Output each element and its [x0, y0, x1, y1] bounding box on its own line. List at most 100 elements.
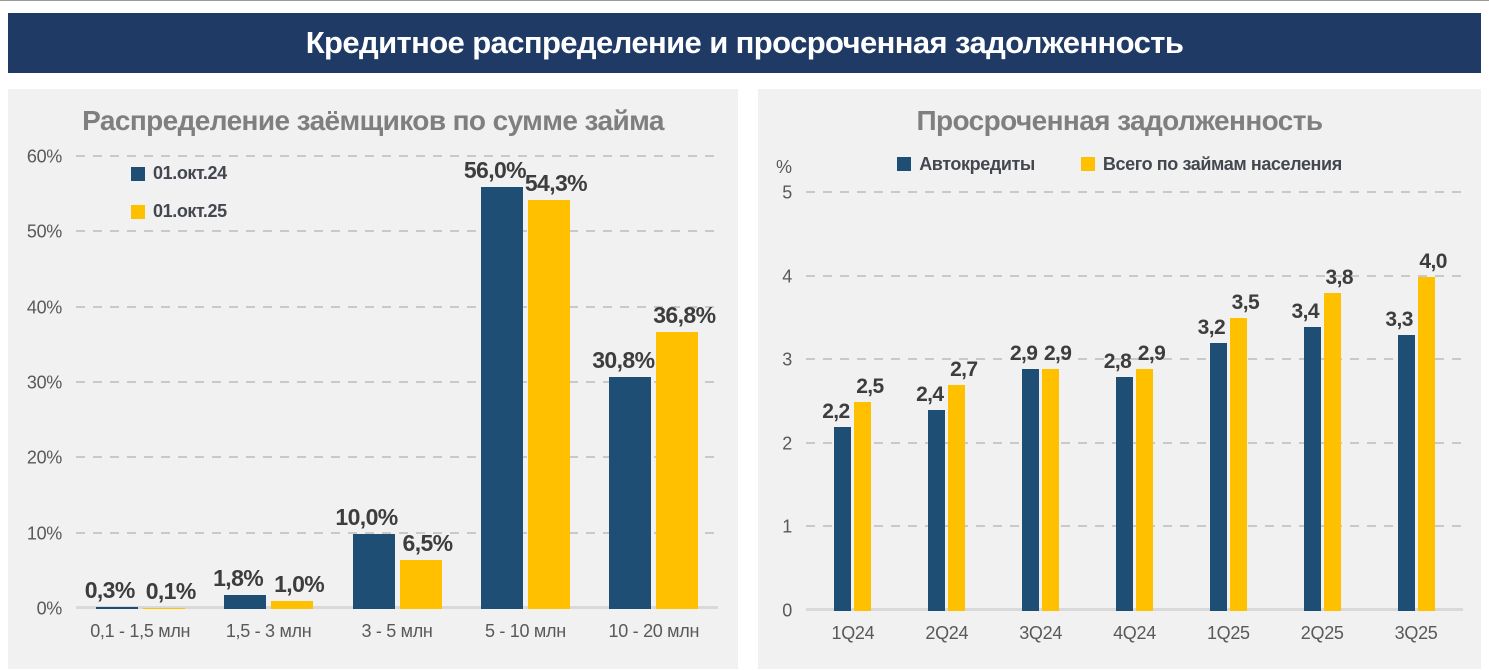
- x-axis-label: 0,1 - 1,5 млн: [90, 621, 191, 641]
- y-tick-label: 3: [782, 349, 792, 370]
- gridline: [806, 525, 1463, 528]
- page-title: Кредитное распределение и просроченная з…: [305, 25, 1184, 60]
- x-axis-label: 3 - 5 млн: [361, 621, 433, 641]
- bar-group: 10,0% 6,5%: [333, 157, 461, 609]
- bar: 3,8: [1323, 266, 1354, 611]
- legend-label: Всего по займам населения: [1102, 153, 1342, 174]
- bar-group: 2,2 2,5: [806, 193, 900, 611]
- bar-value-label: 2,8: [1103, 349, 1132, 373]
- legend-label: 01.окт.24: [153, 163, 227, 183]
- bar-value-label: 3,5: [1231, 291, 1260, 315]
- bar: 6,5%: [399, 530, 453, 609]
- gridline: [806, 608, 1463, 611]
- x-axis-label: 3Q24: [1019, 623, 1063, 643]
- bar: 2,4: [916, 383, 946, 611]
- y-tick-label: 1: [782, 516, 792, 537]
- bar-group: 3,2 3,5: [1181, 193, 1275, 611]
- bar: 2,9: [1010, 342, 1040, 611]
- x-axis-label: 10 - 20 млн: [608, 621, 700, 641]
- chart-title: Распределение заёмщиков по сумме займа: [82, 105, 664, 136]
- x-axis-label: 3Q25: [1394, 623, 1438, 643]
- legend-swatch: [897, 157, 912, 171]
- y-tick-label: 4: [782, 266, 792, 287]
- bar-value-label: 2,2: [822, 400, 850, 424]
- legend-label: 01.окт.25: [153, 201, 227, 221]
- bar-value-label: 10,0%: [335, 503, 398, 530]
- x-axis-labels: 0,1 - 1,5 млн 1,5 - 3 млн 3 - 5 млн 5 - 10 …: [76, 609, 718, 642]
- gridline: [76, 155, 718, 157]
- y-tick-label: 10%: [26, 523, 62, 544]
- x-axis-label: 1,5 - 3 млн: [225, 621, 312, 641]
- bar: 54,3%: [525, 170, 588, 609]
- x-axis-label: 5 - 10 млн: [484, 621, 566, 641]
- y-axis: 0% 10% 20% 30% 40% 50% 60%: [8, 147, 76, 619]
- bar-value-label: 4,0: [1419, 249, 1447, 273]
- bar: 3,2: [1198, 316, 1227, 611]
- bar: 4,0: [1417, 250, 1447, 611]
- bar-groups: 0,3% 0,1% 1,8% 1,0% 10,0% 6,5% 56,0% 54,3% 30,8%…: [76, 157, 718, 609]
- overdue-debt-chart: Просроченная задолженность Автокредиты Вс…: [758, 89, 1481, 669]
- legend: Автокредиты Всего по займам населения: [758, 151, 1481, 177]
- bar: 2,5: [854, 375, 884, 611]
- bar: 3,4: [1292, 300, 1321, 611]
- bar-value-label: 6,5%: [402, 530, 454, 557]
- legend-swatch: [131, 204, 145, 219]
- charts-row: Распределение заёмщиков по сумме займа 0…: [8, 89, 1481, 669]
- bar: 3,5: [1229, 291, 1260, 611]
- legend-item: 01.окт.24: [131, 163, 227, 184]
- legend-label: Автокредиты: [919, 153, 1035, 174]
- plot-wrap: 0% 10% 20% 30% 40% 50% 60% 0,3% 0,1% 1,8% 1,0% 10,…: [8, 147, 738, 619]
- bar-value-label: 36,8%: [653, 301, 716, 328]
- bar: 36,8%: [653, 302, 716, 609]
- bar: 10,0%: [335, 504, 398, 609]
- y-tick-label: 40%: [26, 297, 62, 318]
- bar-value-label: 2,9: [1009, 341, 1038, 365]
- bar-value-label: 3,4: [1291, 299, 1320, 323]
- y-axis-unit-label: %: [775, 157, 792, 177]
- x-axis-label: 1Q24: [831, 623, 875, 643]
- bar: 0,3%: [85, 577, 138, 609]
- bar-value-label: 30,8%: [592, 346, 655, 373]
- chart-title: Просроченная задолженность: [916, 105, 1324, 136]
- bar-value-label: 2,9: [1137, 341, 1166, 365]
- bar-group: 1,8% 1,0%: [204, 157, 332, 609]
- legend-item: Всего по займам населения: [1080, 153, 1342, 175]
- bar-value-label: 2,9: [1043, 341, 1072, 365]
- gridline: [76, 381, 718, 383]
- bar: 2,2: [822, 400, 852, 611]
- gridline: [76, 305, 718, 308]
- bar: 1,8%: [213, 565, 267, 609]
- bar-groups: 2,2 2,5 2,4 2,7 2,9 2,9 2,8 2,9 3,2 3,5 3,4 3,8 3,3 4…: [806, 193, 1463, 611]
- x-axis-labels: 1Q24 2Q24 3Q24 4Q24 1Q25 2Q25 3Q25: [806, 611, 1463, 644]
- gridline: [806, 274, 1463, 277]
- gridline: [806, 358, 1463, 361]
- y-tick-label: 50%: [26, 221, 62, 242]
- gridline: [76, 606, 718, 609]
- legend-swatch: [1080, 157, 1095, 171]
- y-tick-label: 30%: [26, 372, 62, 393]
- bar-group: 0,3% 0,1%: [76, 157, 204, 609]
- y-tick-label: 0: [782, 600, 792, 621]
- bar: 2,7: [948, 358, 978, 611]
- y-tick-label: 5: [782, 182, 792, 203]
- bar-value-label: 2,4: [916, 383, 944, 407]
- x-axis-label: 4Q24: [1113, 623, 1156, 643]
- bar-value-label: 54,3%: [524, 169, 588, 196]
- gridline: [806, 191, 1463, 193]
- bar-group: 56,0% 54,3%: [461, 157, 589, 609]
- gridline: [76, 531, 718, 534]
- loan-distribution-chart: Распределение заёмщиков по сумме займа 0…: [8, 89, 738, 669]
- bar-value-label: 1,8%: [213, 565, 264, 592]
- bar: 2,9: [1042, 342, 1072, 611]
- bar-group: 2,4 2,7: [900, 193, 994, 611]
- legend: 01.окт.24 01.окт.25: [131, 163, 227, 222]
- y-tick-label: 60%: [26, 146, 62, 167]
- plot-area: 2,2 2,5 2,4 2,7 2,9 2,9 2,8 2,9 3,2 3,5 3,4 3,8 3,3 4…: [806, 191, 1463, 611]
- bar-value-label: 2,7: [950, 358, 978, 382]
- bar-value-label: 56,0%: [463, 157, 527, 184]
- bar: 30,8%: [592, 347, 655, 609]
- bar-group: 2,9 2,9: [994, 193, 1088, 611]
- y-tick-label: 0%: [36, 598, 63, 619]
